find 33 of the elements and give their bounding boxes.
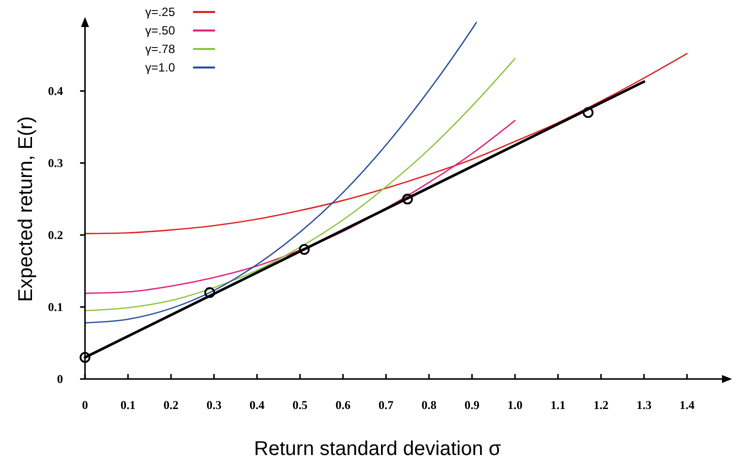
x-tick-label: 1.2 <box>594 398 608 412</box>
x-tick-label: 0.6 <box>336 398 350 412</box>
point <box>204 287 216 298</box>
x-tick-label: 1.4 <box>680 398 694 412</box>
y-tick-label: 0.4 <box>48 84 63 98</box>
legend-label: γ=.50 <box>145 24 176 38</box>
x-tick-label: 0.3 <box>206 398 222 412</box>
x-tick-label: 1.1 <box>550 398 566 412</box>
x-tick-label: 1.3 <box>636 398 652 412</box>
y-tick-label: 0 <box>57 372 63 386</box>
y-tick-label: 0.3 <box>48 156 63 170</box>
x-tick-label: 0.4 <box>250 398 264 412</box>
x-tick-label: 0.5 <box>292 398 308 412</box>
x-tick-label: 0.8 <box>422 398 436 412</box>
x-tick-label: 0.1 <box>120 398 136 412</box>
point <box>80 352 90 363</box>
y-axis-title: Expected return, E(r) <box>15 116 37 302</box>
line-series <box>84 22 477 324</box>
x-tick-label: 1.0 <box>508 398 522 412</box>
legend-label: γ=1.0 <box>145 60 176 74</box>
x-tick-label: 0.9 <box>464 398 480 412</box>
y-tick-label: 0.2 <box>48 228 63 242</box>
point <box>402 194 413 204</box>
x-tick-label: 0 <box>82 398 88 412</box>
x-tick-label: 0.2 <box>164 398 178 412</box>
x-tick-label: 0.7 <box>378 398 394 412</box>
point <box>298 244 310 255</box>
legend-label: γ=.78 <box>145 42 176 56</box>
legend-label: γ=.25 <box>145 5 176 19</box>
point <box>582 107 594 118</box>
y-tick-label: 0.1 <box>48 300 63 314</box>
x-axis-title: Return standard deviation σ <box>254 438 502 460</box>
line-series <box>84 58 516 312</box>
